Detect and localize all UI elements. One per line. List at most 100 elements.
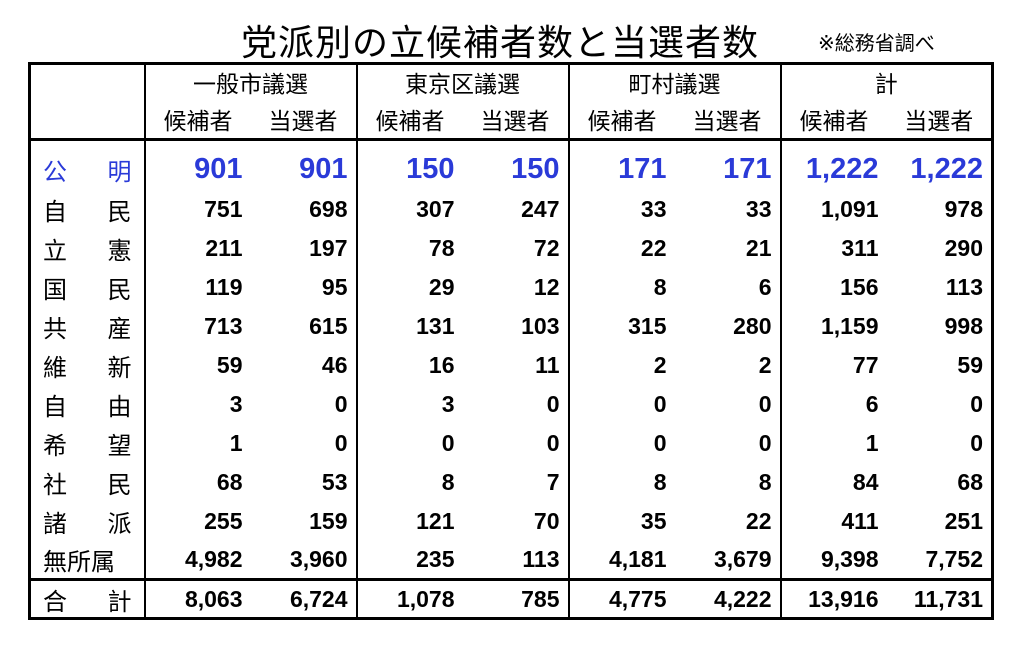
- value-cell: 7: [546, 468, 560, 495]
- total-cell: 4,775: [567, 579, 675, 619]
- value-cell: 235: [355, 540, 463, 581]
- subheader: 当選者: [674, 99, 781, 141]
- row-label-char: 由: [107, 392, 132, 421]
- header-row-groups: 一般市議選 東京区議選 町村議選計: [30, 63, 993, 100]
- value-cell: 615: [309, 312, 348, 339]
- row-label: 維新: [30, 346, 145, 385]
- row-label-char: 計: [107, 587, 132, 616]
- value-cell: 713: [143, 306, 251, 346]
- row-label-char: 新: [107, 353, 132, 382]
- value-cell: 8: [567, 462, 675, 502]
- value-cell: 3,960: [250, 540, 357, 581]
- table-row: 立憲 211 197 78 72 22 21 311 290: [30, 228, 993, 268]
- value-cell: 0: [567, 423, 675, 463]
- value-cell: 72: [533, 234, 560, 261]
- value-cell: 35: [567, 501, 675, 541]
- row-label-text: 合計: [43, 582, 132, 617]
- value-cell: 1,091: [779, 189, 887, 229]
- row-label-text: 公明: [43, 152, 132, 187]
- subheader: 候補者: [567, 99, 675, 141]
- value-cell: 6: [779, 384, 887, 424]
- value-cell: 0: [334, 429, 348, 456]
- row-label-char: 自: [43, 197, 67, 226]
- value-cell: 8: [355, 462, 463, 502]
- value-cell: 0: [758, 390, 772, 417]
- value-cell: 901: [143, 139, 251, 190]
- value-cell: 247: [521, 195, 560, 222]
- table-row: 社民 68 53 8 7 8 8 84 68: [30, 462, 993, 502]
- value-cell: 16: [355, 345, 463, 385]
- value-cell: 4,181: [567, 540, 675, 581]
- row-label-char: 諸: [43, 509, 67, 538]
- election-table: 一般市議選 東京区議選 町村議選計候補者 当選者 候補者 当選者 候補者 当選者 候補者 当選者公…: [28, 62, 994, 620]
- value-cell: 698: [309, 195, 348, 222]
- value-cell: 1,159: [779, 306, 887, 346]
- value-cell: 70: [533, 507, 560, 534]
- value-cell: 9,398: [779, 540, 887, 581]
- value-cell: 6: [758, 273, 772, 300]
- subheader: 当選者: [886, 99, 993, 141]
- value-cell: 95: [321, 273, 348, 300]
- total-cell: 4,222: [713, 585, 772, 612]
- value-cell: 21: [745, 234, 772, 261]
- value-cell: 156: [779, 267, 887, 307]
- value-cell: 3,679: [674, 540, 781, 581]
- row-label-text: 無所属: [43, 542, 132, 577]
- value-cell: 121: [355, 501, 463, 541]
- table-row: 国民 119 95 29 12 8 6 156 113: [30, 267, 993, 307]
- group-header: 一般市議選: [143, 63, 357, 100]
- row-label-char: 立: [43, 236, 67, 265]
- value-cell: 59: [143, 345, 251, 385]
- row-label-text: 諸派: [43, 504, 132, 539]
- value-cell: 211: [143, 228, 251, 268]
- total-cell: 8,063: [143, 579, 251, 619]
- subheader: 当選者: [250, 99, 357, 141]
- row-label-char: 合: [43, 587, 67, 616]
- row-label-char: 派: [107, 509, 132, 538]
- value-cell: 1: [143, 423, 251, 463]
- table-row: 無所属 4,982 3,960 235 113 4,181 3,679 9,398 7,752: [29, 540, 993, 581]
- value-cell: 171: [567, 139, 675, 190]
- value-cell: 255: [143, 501, 251, 541]
- corner-cell: [30, 64, 145, 100]
- group-header: 東京区議選: [355, 63, 569, 100]
- value-cell: 33: [567, 189, 675, 229]
- value-cell: 171: [723, 152, 772, 185]
- total-cell: 11,731: [913, 585, 983, 612]
- value-cell: 2: [758, 351, 772, 378]
- table-row: 自民 751 698 307 247 33 33 1,091 978: [30, 189, 993, 229]
- value-cell: 1,222: [779, 139, 887, 190]
- value-cell: 77: [779, 345, 887, 385]
- value-cell: 0: [334, 390, 348, 417]
- row-label: 自由: [30, 385, 145, 424]
- row-label-char: 民: [107, 470, 132, 499]
- row-label: 無所属: [29, 540, 145, 581]
- row-label-char: 望: [107, 431, 132, 460]
- value-cell: 12: [533, 273, 560, 300]
- value-cell: 901: [299, 152, 348, 185]
- row-label-char: 維: [43, 353, 67, 382]
- value-cell: 150: [511, 152, 560, 185]
- page-title: 党派別の立候補者数と当選者数: [240, 23, 759, 64]
- row-label-char: 産: [107, 314, 132, 343]
- value-cell: 59: [957, 351, 983, 378]
- value-cell: 68: [957, 468, 983, 495]
- value-cell: 0: [546, 429, 560, 456]
- total-cell: 1,078: [355, 579, 463, 619]
- row-label-text: 共産: [43, 309, 132, 344]
- value-cell: 29: [355, 267, 463, 307]
- value-cell: 53: [321, 468, 348, 495]
- row-label: 共産: [30, 307, 145, 346]
- table-row: 共産 713 615 131 103 315 280 1,159 998: [30, 306, 993, 346]
- row-label: 希望: [30, 424, 145, 463]
- source-note: ※総務省調べ: [818, 31, 935, 55]
- value-cell: 2: [567, 345, 675, 385]
- group-header: 町村議選: [567, 63, 781, 100]
- value-cell: 131: [355, 306, 463, 346]
- group-header: 計: [779, 63, 993, 100]
- value-cell: 22: [567, 228, 675, 268]
- header-row-sub: 候補者 当選者 候補者 当選者 候補者 当選者 候補者 当選者: [29, 99, 993, 141]
- value-cell: 0: [970, 390, 983, 417]
